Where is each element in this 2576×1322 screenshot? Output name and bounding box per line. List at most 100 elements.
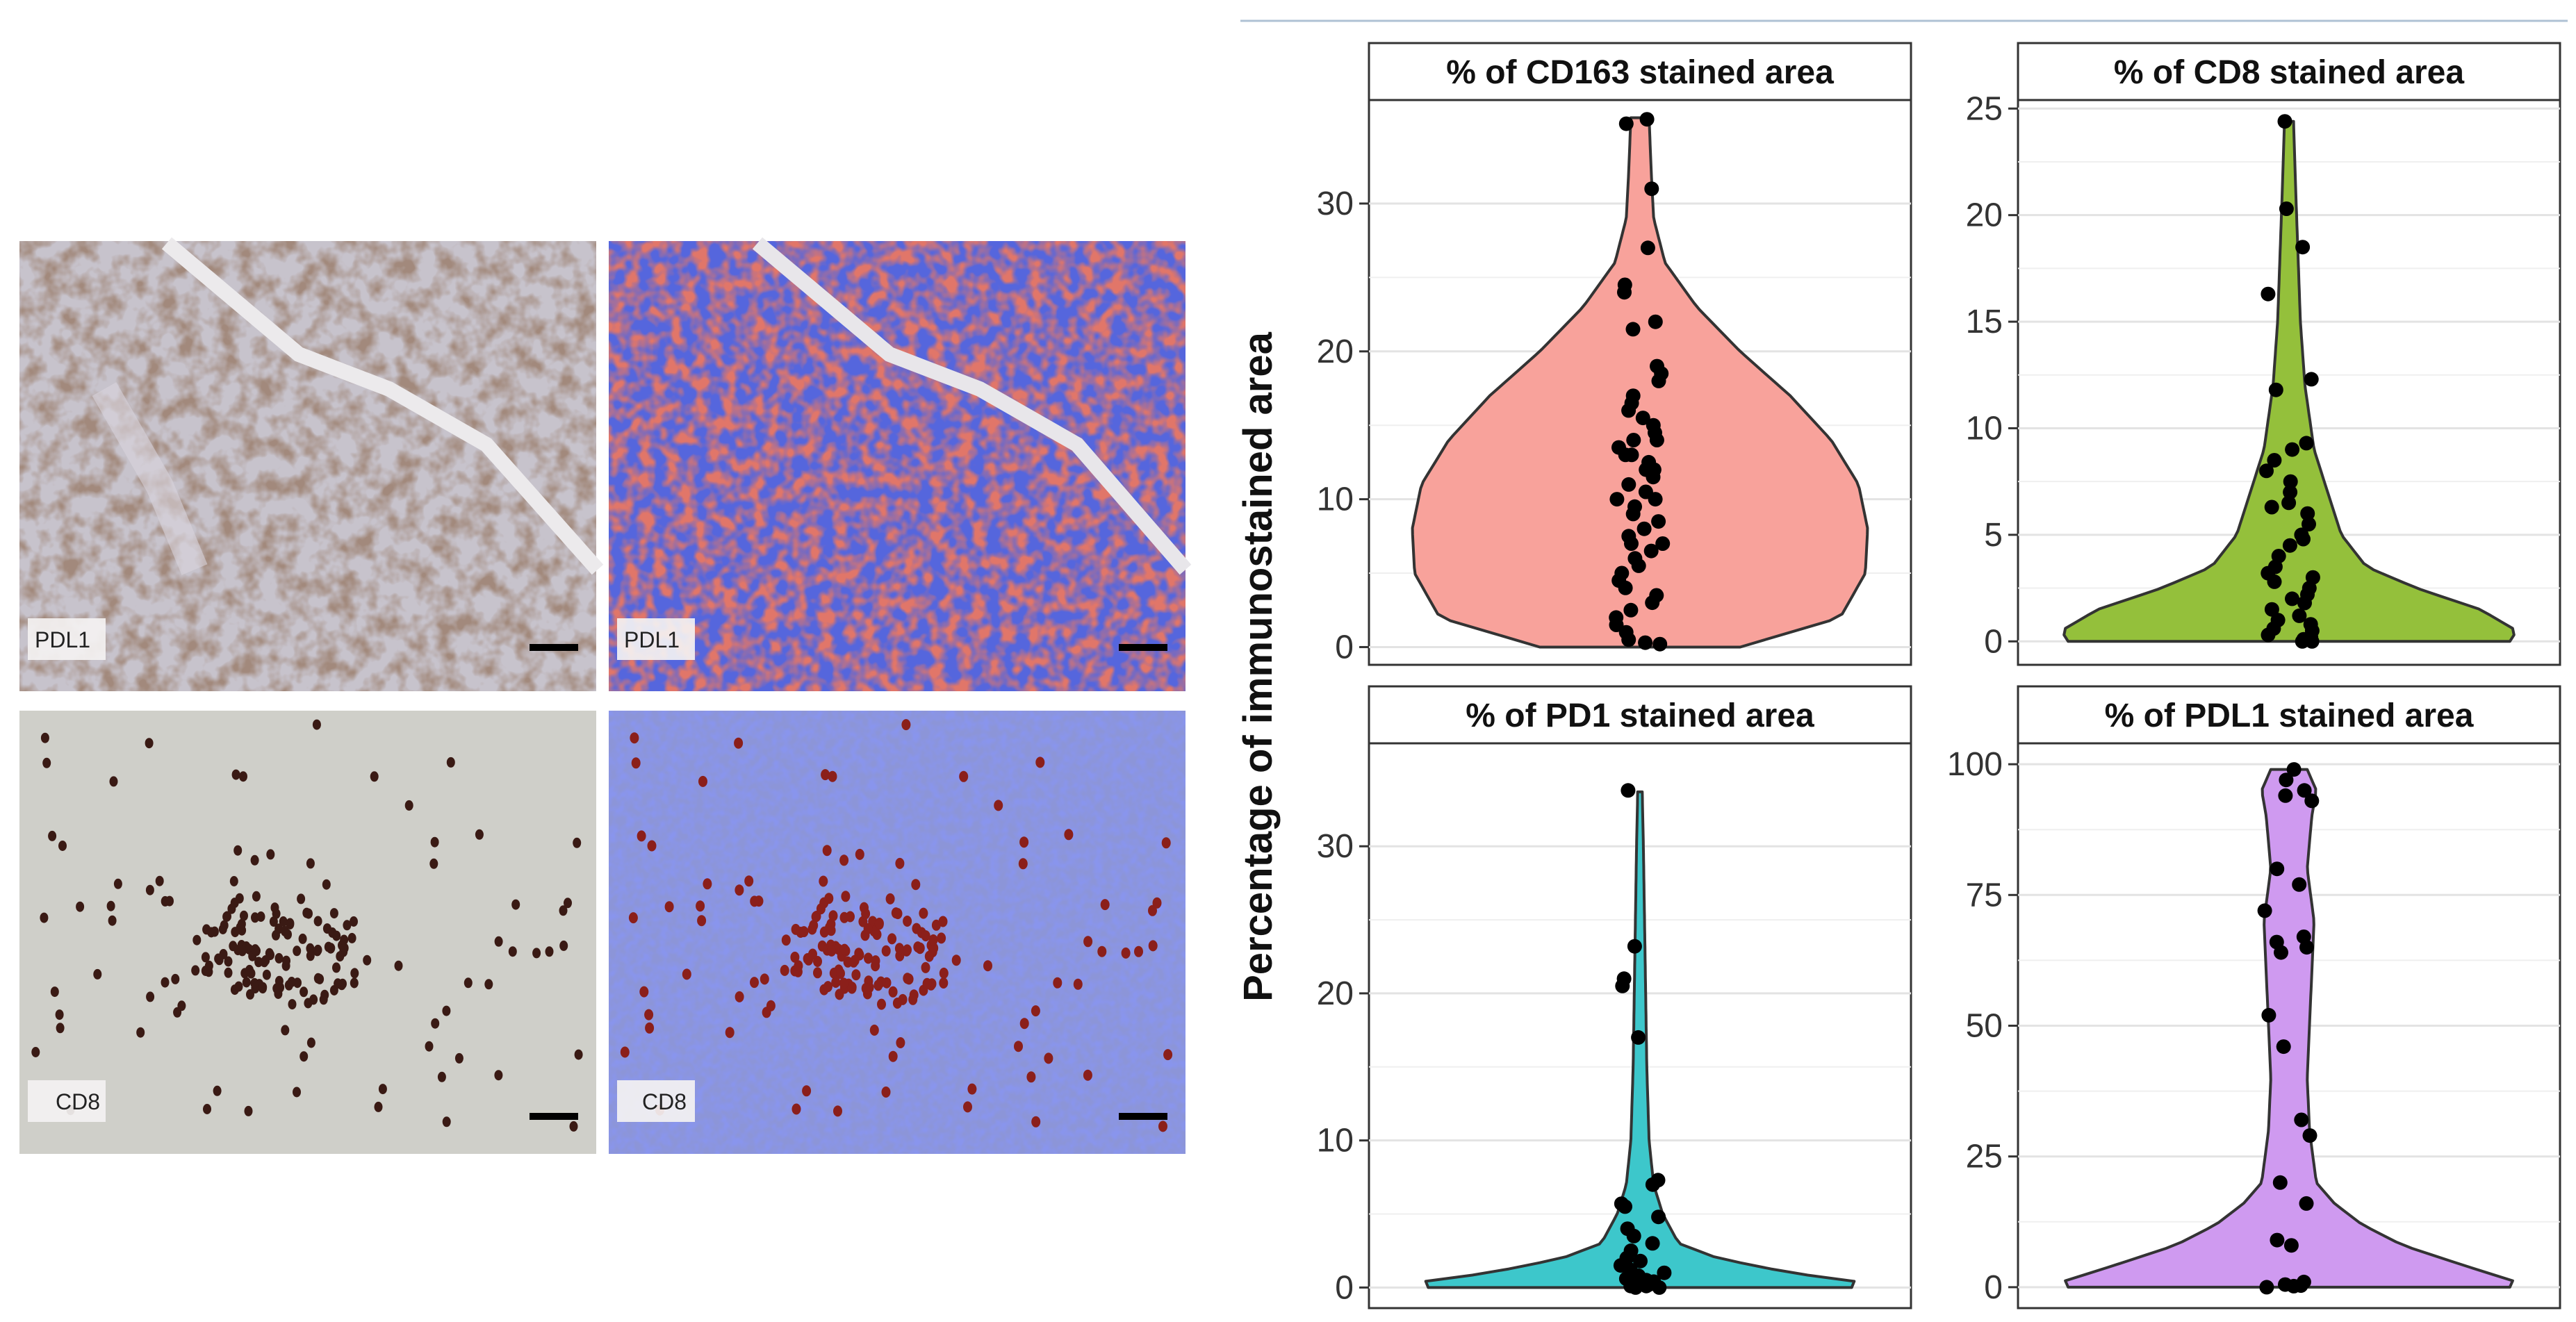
cell-nucleus [939,967,949,979]
cell-nucleus [1158,1121,1167,1132]
data-point [1639,1278,1654,1294]
cell-nucleus [1064,829,1074,841]
cell-nucleus [1073,978,1083,990]
data-point [1621,403,1636,418]
cell-nucleus [425,1041,434,1052]
data-point [1633,1253,1648,1269]
cell-nucleus [922,977,932,989]
data-point [2285,442,2300,457]
violin-shape [1411,116,1869,649]
cell-nucleus [40,732,49,743]
cell-nucleus [924,950,934,962]
cell-nucleus [224,956,233,967]
data-point [2270,1232,2285,1248]
data-point [2302,1128,2317,1143]
cell-nucleus [1121,947,1131,959]
cell-nucleus [881,945,891,957]
cell-nucleus [300,1051,309,1062]
data-point [2276,1039,2291,1055]
data-point [2279,201,2294,216]
cell-nucleus [446,757,455,768]
cell-nucleus [302,907,311,918]
cell-nucleus [475,829,484,840]
data-point [2304,793,2320,809]
cell-nucleus [791,1103,801,1115]
cell-nucleus [332,962,341,973]
cell-nucleus [279,916,288,927]
cell-nucleus [836,968,845,980]
cell-nucleus [350,916,358,927]
cell-nucleus [1148,940,1158,952]
data-point [1631,558,1646,573]
panel-title-strip [1368,42,1912,101]
cell-nucleus [313,973,322,984]
data-point [1626,433,1641,447]
y-tick-label: 30 [1317,185,1354,222]
data-point [2286,762,2302,777]
cell-nucleus [903,944,912,956]
cell-nucleus [851,969,861,981]
cell-nucleus [809,920,819,932]
data-point [1639,112,1655,127]
data-point [1636,521,1652,536]
micrograph-pdl1-segmentation: PDL1 [609,237,1192,691]
cell-nucleus [574,1049,583,1060]
data-point [2292,877,2307,892]
cell-nucleus [983,960,992,972]
violin-panel-1: % of CD8 stained area 0 5 10 15 20 25 [1966,42,2561,666]
data-point [1615,978,1630,993]
cell-nucleus [664,901,674,913]
data-point [2282,538,2297,553]
violin-panel-0: % of CD163 stained area 0 10 20 30 [1317,42,1912,666]
data-point [1609,492,1625,507]
cell-nucleus [901,719,911,731]
cell-nucleus [201,952,210,963]
cell-nucleus [429,858,438,869]
data-point [1621,783,1636,798]
data-point [1621,632,1636,647]
cell-nucleus [630,732,639,744]
cell-nucleus [145,738,154,749]
cell-nucleus [370,771,379,782]
cell-nucleus [1053,977,1063,989]
cell-nucleus [246,989,254,1000]
cell-nucleus [293,945,302,957]
cell-nucleus [864,952,873,964]
cell-nucleus [431,1018,440,1029]
data-point [2283,474,2298,489]
cell-nucleus [326,943,335,954]
cell-nucleus [1152,897,1162,909]
cell-nucleus [191,965,200,976]
cell-nucleus [220,920,229,931]
data-point [1652,636,1668,652]
scale-bar [530,1113,578,1120]
cell-nucleus [794,960,803,972]
cell-nucleus [744,875,754,887]
cell-nucleus [802,1085,812,1097]
cell-nucleus [994,800,1003,811]
cell-nucleus [1035,757,1045,768]
violin-panel-2: % of PD1 stained area 0 10 20 30 [1317,685,1912,1309]
cell-nucleus [404,800,413,811]
cell-nucleus [50,986,59,998]
cell-nucleus [861,908,871,920]
cell-nucleus [42,757,51,768]
cell-nucleus [532,948,541,959]
cell-nucleus [1083,936,1093,948]
cell-nucleus [545,946,554,957]
data-point [1617,285,1632,300]
micrograph-label: PDL1 [624,627,680,652]
cell-nucleus [347,932,356,943]
cell-nucleus [951,955,961,966]
y-tick-label: 10 [1966,410,2003,447]
cell-nucleus [1134,945,1143,957]
cell-nucleus [874,918,884,929]
cell-nucleus [644,1009,654,1021]
y-tick-label: 50 [1966,1008,2003,1045]
data-point [2261,627,2276,643]
data-point [2281,495,2297,511]
cell-nucleus [828,910,838,922]
cell-nucleus [235,893,244,904]
cell-nucleus [780,964,789,976]
cell-nucleus [734,737,744,749]
